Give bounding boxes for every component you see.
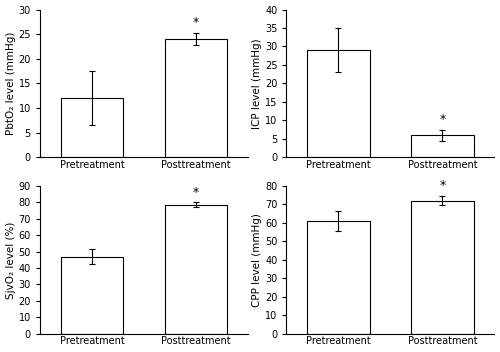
Bar xyxy=(164,205,227,334)
Y-axis label: ICP level (mmHg): ICP level (mmHg) xyxy=(252,38,262,129)
Bar xyxy=(60,257,123,334)
Bar xyxy=(307,221,370,334)
Bar xyxy=(411,135,474,157)
Bar xyxy=(164,39,227,157)
Bar xyxy=(307,50,370,157)
Text: *: * xyxy=(193,17,199,30)
Text: *: * xyxy=(193,186,199,199)
Text: *: * xyxy=(440,113,446,126)
Y-axis label: SjvO₂ level (%): SjvO₂ level (%) xyxy=(6,221,16,298)
Y-axis label: CPP level (mmHg): CPP level (mmHg) xyxy=(252,213,262,307)
Y-axis label: PbtO₂ level (mmHg): PbtO₂ level (mmHg) xyxy=(6,32,16,135)
Bar xyxy=(60,98,123,157)
Text: *: * xyxy=(440,180,446,193)
Bar xyxy=(411,201,474,334)
